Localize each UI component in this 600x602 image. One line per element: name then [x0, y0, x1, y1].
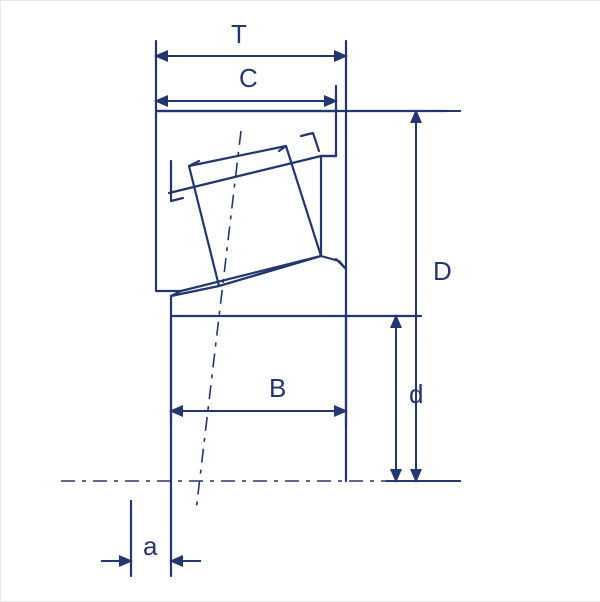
roller-centerline — [196, 131, 241, 511]
drawing-svg — [1, 1, 600, 601]
label-B: B — [269, 373, 286, 404]
bearing-section — [131, 41, 446, 576]
label-T: T — [231, 19, 247, 50]
label-C: C — [239, 63, 258, 94]
label-d: d — [409, 379, 423, 410]
label-a: a — [143, 531, 157, 562]
label-D: D — [433, 256, 452, 287]
bearing-diagram: T C D d B a — [0, 0, 600, 602]
